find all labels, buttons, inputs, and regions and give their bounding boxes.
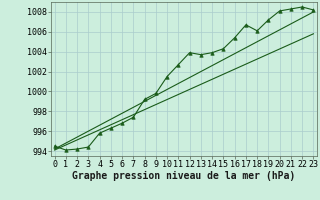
X-axis label: Graphe pression niveau de la mer (hPa): Graphe pression niveau de la mer (hPa)	[72, 171, 296, 181]
